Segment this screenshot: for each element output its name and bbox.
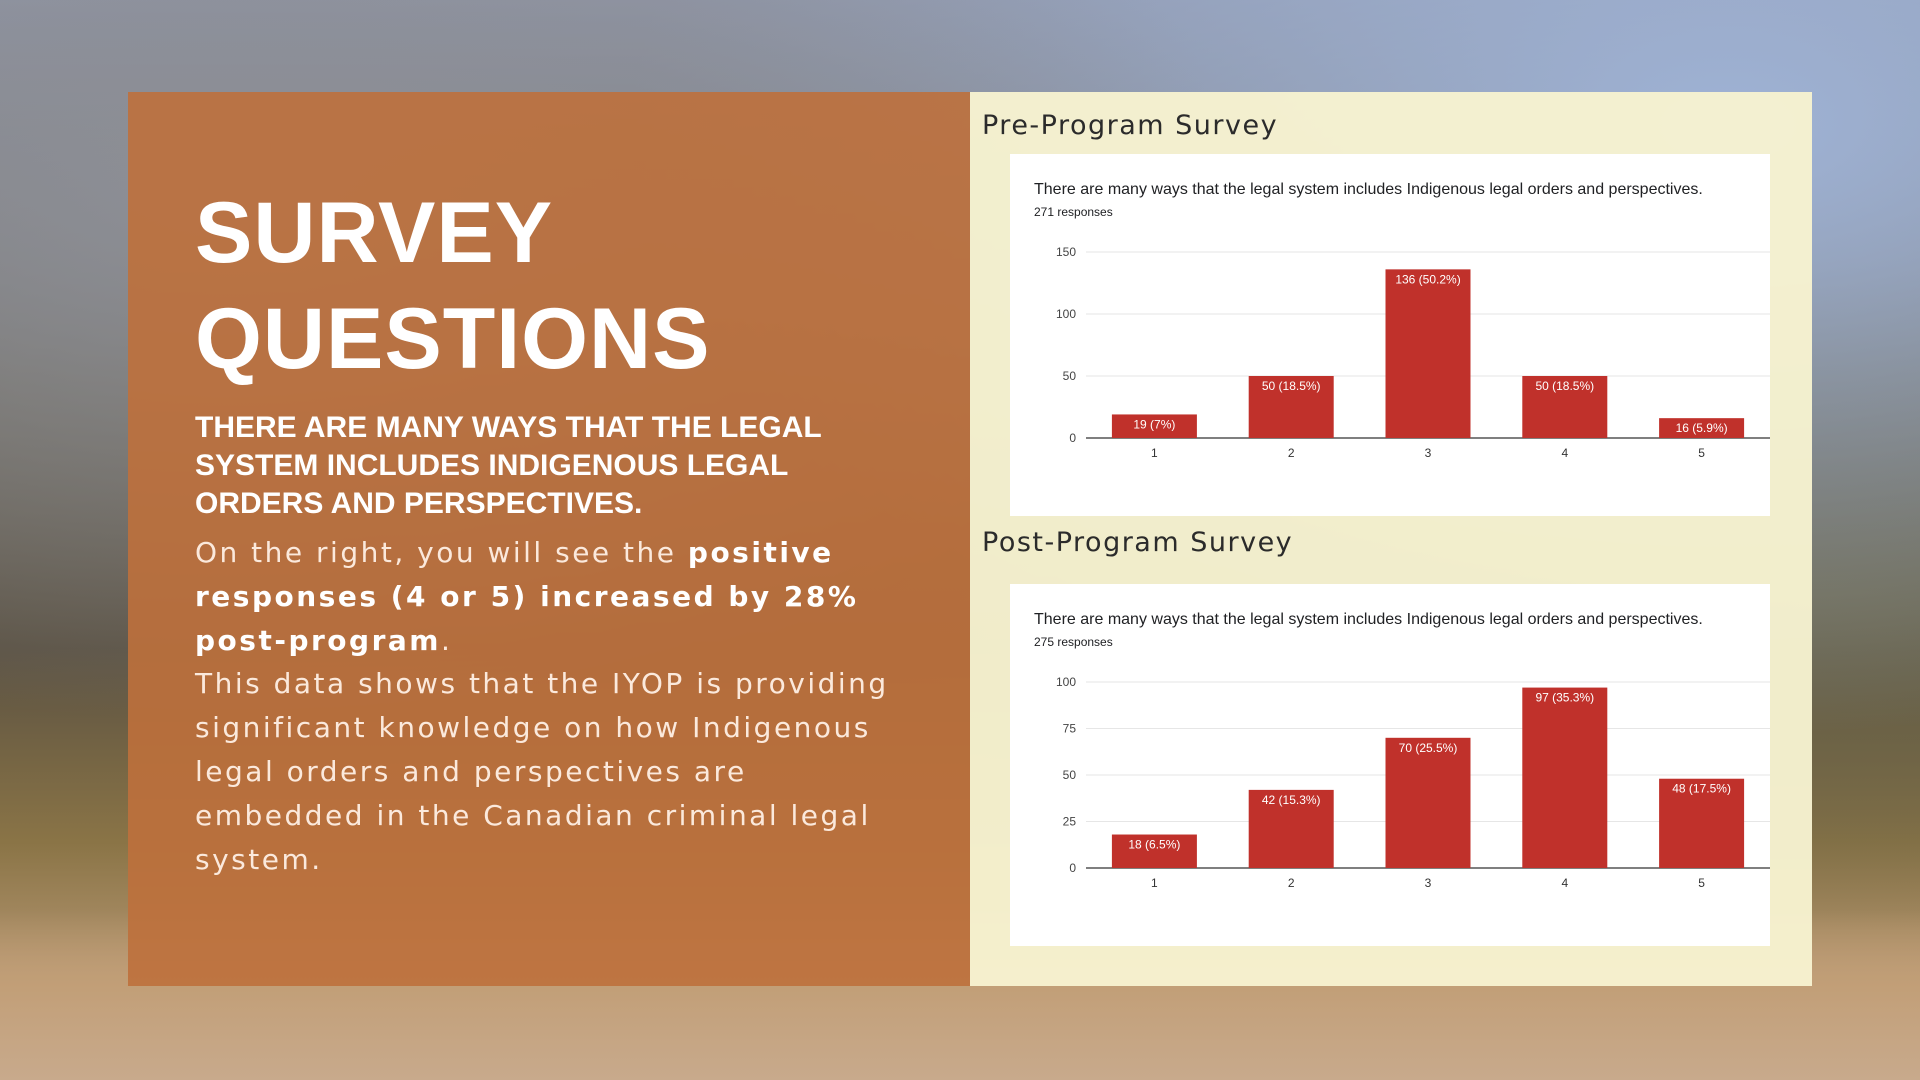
post-survey-chart-card: There are many ways that the legal syste… — [1010, 584, 1770, 946]
bar-data-label: 136 (50.2%) — [1395, 272, 1460, 286]
bar-data-label: 16 (5.9%) — [1676, 421, 1728, 435]
bar-data-label: 42 (15.3%) — [1262, 793, 1321, 807]
bar-data-label: 97 (35.3%) — [1535, 691, 1594, 705]
y-tick-label: 75 — [1063, 722, 1077, 736]
x-tick-label: 4 — [1561, 876, 1568, 890]
bar — [1385, 737, 1471, 868]
intro-text-highlight: positive responses (4 or 5) increased by… — [195, 536, 859, 657]
y-tick-label: 100 — [1056, 307, 1076, 321]
chart-response-count: 271 responses — [1034, 205, 1113, 219]
pre-survey-chart-card: There are many ways that the legal syste… — [1010, 154, 1770, 516]
intro-text-start: On the right, you will see the — [195, 536, 688, 569]
bar — [1522, 376, 1608, 438]
intro-paragraph: On the right, you will see the positive … — [195, 531, 915, 663]
y-tick-label: 0 — [1069, 861, 1076, 875]
conclusion-paragraph: This data shows that the IYOP is providi… — [195, 667, 889, 876]
bar — [1248, 376, 1334, 438]
bar-data-label: 18 (6.5%) — [1128, 838, 1180, 852]
chart-question: There are many ways that the legal syste… — [1034, 181, 1703, 198]
bar-data-label: 50 (18.5%) — [1262, 379, 1321, 393]
y-tick-label: 150 — [1056, 245, 1076, 259]
pre-survey-label: Pre-Program Survey — [982, 110, 1279, 141]
x-tick-label: 5 — [1698, 446, 1705, 460]
pre-survey-chart: 0 50 100 150 19 (7%) 1 50 (18.5%) 2 136 (50.2%) 3… — [1056, 245, 1770, 460]
slide-subtitle: THERE ARE MANY WAYS THAT THE LEGAL SYSTE… — [195, 411, 822, 520]
bar — [1522, 687, 1608, 868]
intro-text-end: . — [440, 624, 453, 657]
bar — [1111, 834, 1197, 868]
post-survey-chart: 0 25 50 75 100 18 (6.5%) 1 42 (15.3%) 2 70 (25.5%… — [1056, 675, 1770, 890]
y-tick-label: 25 — [1063, 815, 1077, 829]
bar — [1659, 778, 1745, 868]
chart-question: There are many ways that the legal syste… — [1034, 611, 1703, 628]
y-tick-label: 50 — [1063, 369, 1077, 383]
x-tick-label: 2 — [1288, 876, 1295, 890]
x-tick-label: 2 — [1288, 446, 1295, 460]
bar — [1248, 789, 1334, 868]
bar — [1111, 414, 1197, 438]
bar-data-label: 50 (18.5%) — [1535, 379, 1594, 393]
chart-response-count: 275 responses — [1034, 635, 1113, 649]
bar-data-label: 19 (7%) — [1133, 417, 1175, 431]
y-tick-label: 0 — [1069, 431, 1076, 445]
post-survey-label: Post-Program Survey — [982, 527, 1294, 558]
bar-data-label: 70 (25.5%) — [1399, 741, 1458, 755]
x-tick-label: 3 — [1425, 876, 1432, 890]
slide-title: SURVEY QUESTIONS — [195, 185, 711, 387]
x-tick-label: 5 — [1698, 876, 1705, 890]
x-tick-label: 4 — [1561, 446, 1568, 460]
x-tick-label: 1 — [1151, 876, 1158, 890]
bar — [1659, 418, 1745, 438]
bar-data-label: 48 (17.5%) — [1672, 782, 1731, 796]
y-tick-label: 50 — [1063, 768, 1077, 782]
x-tick-label: 1 — [1151, 446, 1158, 460]
x-tick-label: 3 — [1425, 446, 1432, 460]
bar — [1385, 269, 1471, 438]
y-tick-label: 100 — [1056, 675, 1076, 689]
left-panel — [128, 92, 970, 986]
